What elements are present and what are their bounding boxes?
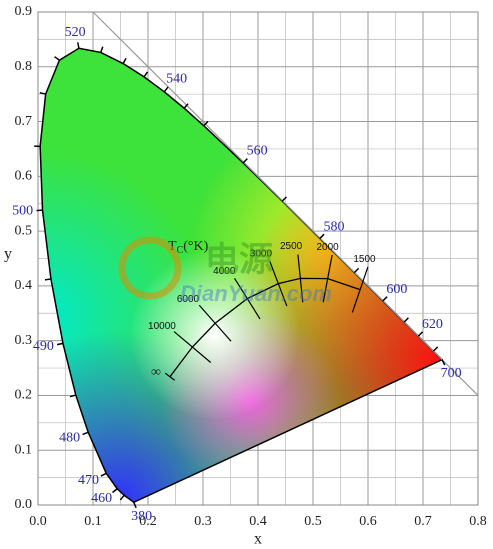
locus-tick: [319, 233, 325, 239]
cct-label: ∞: [151, 365, 161, 380]
y-tick-label: 0.8: [15, 59, 33, 74]
locus-tick: [119, 494, 125, 501]
locus-tick: [100, 472, 107, 477]
locus-tick: [82, 431, 89, 436]
y-tick-label: 0.0: [15, 497, 33, 512]
wavelength-label: 600: [386, 282, 407, 297]
locus-tick: [77, 42, 80, 49]
x-tick-label: 0.8: [469, 514, 487, 529]
wavelength-label: 700: [441, 366, 462, 381]
x-tick-label: 0.2: [139, 514, 157, 529]
plot-frame: [37, 11, 479, 506]
locus-tick: [403, 317, 409, 323]
isotherm: [322, 254, 333, 303]
watermark: DianYuan.com: [180, 281, 332, 306]
y-tick-label: 0.2: [15, 388, 33, 403]
cct-label: 3000: [250, 248, 273, 259]
locus-tick: [281, 196, 288, 202]
wavelength-label: 470: [78, 473, 99, 488]
y-axis-title: y: [4, 246, 12, 263]
watermark-logo: [118, 236, 182, 300]
cct-title-part: (°K): [183, 239, 208, 254]
wavelength-label: 490: [33, 339, 54, 354]
cct-label: 6000: [177, 294, 200, 305]
locus-tick: [44, 278, 52, 281]
planckian-locus: [169, 277, 361, 378]
locus-tick: [100, 46, 104, 53]
cct-title-part: C: [177, 245, 184, 256]
cct-label: 4000: [213, 266, 236, 277]
wavelength-label: 560: [247, 144, 268, 159]
wavelength-label: 480: [59, 430, 80, 445]
locus-tick: [382, 296, 388, 302]
x-tick-label: 0.7: [414, 514, 432, 529]
locus-tick: [56, 342, 64, 346]
locus-tick: [39, 92, 46, 95]
locus-tick: [54, 56, 60, 61]
wavelength-label: 500: [12, 204, 33, 219]
isotherm: [164, 372, 176, 381]
y-tick-label: 0.5: [15, 223, 33, 238]
wavelength-label: 620: [422, 317, 443, 332]
diagonal: [92, 11, 479, 396]
y-tick-label: 0.1: [15, 442, 33, 457]
cct-label: 2500: [280, 241, 303, 252]
isotherm: [173, 331, 212, 363]
y-tick-label: 0.9: [15, 4, 33, 19]
locus-tick: [183, 103, 189, 109]
locus-tick: [203, 120, 209, 127]
locus-tick: [242, 158, 248, 164]
isotherm: [269, 261, 288, 307]
x-tick-label: 0.5: [304, 514, 322, 529]
wavelength-label: 380: [131, 509, 152, 524]
locus-tick: [133, 501, 137, 509]
locus-tick: [69, 394, 76, 398]
locus-tick: [432, 346, 439, 352]
isotherm: [198, 304, 232, 342]
locus-tick: [163, 86, 169, 93]
cct-label: 2000: [316, 242, 339, 253]
y-tick-label: 0.4: [15, 278, 33, 293]
y-tick-label: 0.6: [15, 169, 33, 184]
isotherm: [234, 277, 261, 320]
watermark: 电源: [205, 241, 273, 279]
wavelength-label: 540: [166, 71, 187, 86]
y-tick-label: 0.7: [15, 114, 33, 129]
x-axis-title: x: [254, 531, 262, 548]
cct-label: 10000: [148, 321, 176, 332]
locus-tick: [122, 57, 127, 64]
x-tick-label: 0.4: [249, 514, 267, 529]
locus-tick: [441, 359, 446, 366]
x-tick-label: 0.0: [29, 514, 47, 529]
wavelength-label: 520: [65, 25, 86, 40]
x-tick-label: 0.1: [84, 514, 102, 529]
isotherm: [351, 266, 369, 313]
locus-tick: [417, 331, 424, 337]
plot: 0.0 0.1 0.2 0.3 0.4 0.5 0.6 0.7 0.8 0.0 0.1 0.2 0.3 0…: [12, 4, 487, 529]
locus-tick: [353, 267, 360, 274]
locus-tick: [143, 71, 149, 78]
y-tick-label: 0.3: [15, 333, 33, 348]
wavelength-label: 460: [91, 491, 112, 506]
locus-tick: [112, 488, 118, 494]
x-tick-label: 0.6: [359, 514, 377, 529]
x-tick-label: 0.3: [194, 514, 212, 529]
cct-label: 1500: [353, 254, 376, 265]
wavelength-label: 580: [323, 219, 344, 234]
isotherm: [297, 254, 304, 303]
